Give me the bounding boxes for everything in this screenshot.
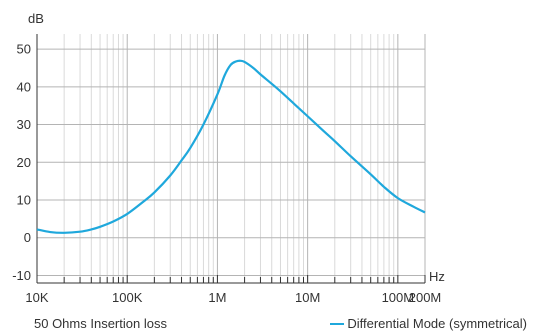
- axes: [36, 34, 425, 284]
- y-tick-label: 40: [17, 79, 31, 94]
- x-tick-label: 100K: [112, 290, 143, 305]
- legend: Differential Mode (symmetrical): [330, 316, 527, 331]
- x-axis-label: Hz: [429, 269, 445, 284]
- y-tick-label: 50: [17, 42, 31, 57]
- chart-caption: 50 Ohms Insertion loss: [34, 316, 167, 331]
- x-tick-label: 10M: [295, 290, 320, 305]
- y-tick-label: 0: [24, 230, 31, 245]
- series-line-differential-mode: [36, 59, 426, 234]
- y-tick-label: -10: [12, 268, 31, 283]
- y-tick-label: 10: [17, 193, 31, 208]
- minor-grid: [63, 34, 395, 283]
- x-tick-label: 10K: [25, 290, 48, 305]
- y-tick-label: 30: [17, 117, 31, 132]
- x-tick-label: 1M: [208, 290, 226, 305]
- x-minor-ticks: [36, 275, 426, 283]
- legend-swatch: [330, 322, 345, 325]
- x-tick-label: 100M: [382, 290, 415, 305]
- series-group: [36, 59, 426, 234]
- y-axis-label: dB: [28, 11, 44, 26]
- y-tick-labels: -10 0 10 20 30 40 50: [12, 42, 31, 283]
- legend-label: Differential Mode (symmetrical): [347, 316, 527, 331]
- y-tick-label: 20: [17, 155, 31, 170]
- major-grid: [36, 34, 426, 283]
- x-tick-label: 200M: [409, 290, 442, 305]
